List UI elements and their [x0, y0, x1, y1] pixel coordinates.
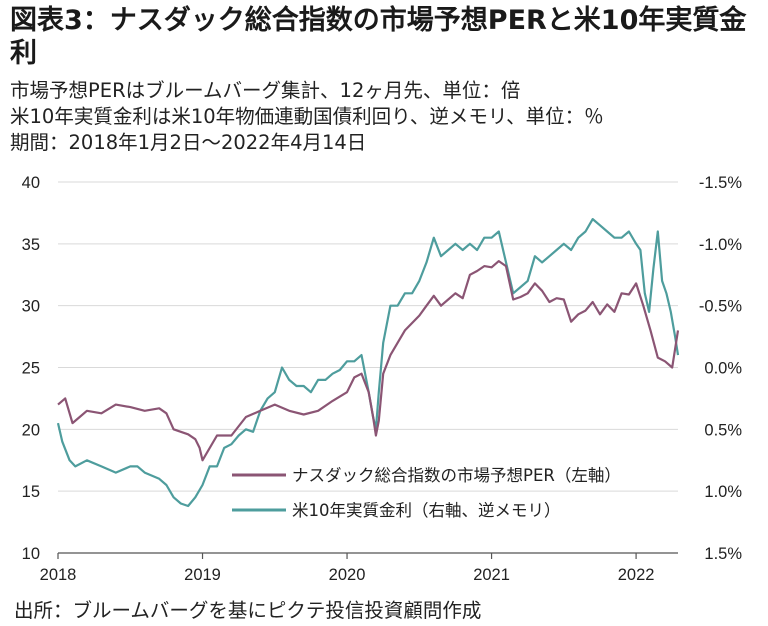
x-tick-2020: 2020: [329, 566, 366, 584]
line-chart: 40 35 30 25 20 15 10 -1.5% -1.0% -0.5% 0.0% 0.5% 1.0…: [22, 174, 743, 584]
left-tick-30: 30: [22, 298, 40, 316]
left-tick-40: 40: [22, 174, 40, 192]
source-note: 出所：ブルームバーグを基にピクテ投信投資顧問作成: [14, 599, 482, 622]
legend-real-yield-label: 米10年実質金利（右軸、逆メモリ）: [292, 501, 561, 520]
series-real-yield-line: [56, 218, 680, 508]
chart-title: 図表3：ナスダック総合指数の市場予想PERと米10年実質金利: [10, 5, 747, 69]
legend-per-label: ナスダック総合指数の市場予想PER（左軸）: [292, 466, 621, 485]
left-tick-25: 25: [22, 360, 40, 378]
right-tick-1.5%: 1.5%: [704, 545, 742, 563]
left-tick-15: 15: [22, 483, 40, 501]
right-tick-1.0%: 1.0%: [704, 483, 742, 501]
left-tick-20: 20: [22, 421, 40, 439]
x-tick-2021: 2021: [473, 566, 510, 584]
right-tick-0.0%: 0.0%: [704, 360, 742, 378]
right-tick--1.0%: -1.0%: [699, 236, 742, 254]
x-tick-2018: 2018: [40, 566, 77, 584]
right-tick--1.5%: -1.5%: [699, 174, 742, 192]
subtitle-per-note: 市場予想PERはブルームバーグ集計、12ヶ月先、単位：倍: [10, 79, 521, 102]
right-tick--0.5%: -0.5%: [699, 298, 742, 316]
left-tick-35: 35: [22, 236, 40, 254]
series-per-line: [57, 260, 680, 462]
x-tick-2022: 2022: [618, 566, 655, 584]
left-tick-10: 10: [22, 545, 40, 563]
x-tick-2019: 2019: [184, 566, 221, 584]
series-lines: [56, 218, 680, 508]
gridlines: [58, 181, 678, 554]
subtitle-period: 期間：2018年1月2日～2022年4月14日: [10, 131, 367, 154]
right-tick-0.5%: 0.5%: [704, 421, 742, 439]
legend: ナスダック総合指数の市場予想PER（左軸） 米10年実質金利（右軸、逆メモリ）: [232, 466, 621, 520]
subtitle-yield-note: 米10年実質金利は米10年物価連動国債利回り、逆メモリ、単位：％: [10, 105, 604, 128]
axes: 40 35 30 25 20 15 10 -1.5% -1.0% -0.5% 0.0% 0.5% 1.0…: [22, 174, 743, 584]
